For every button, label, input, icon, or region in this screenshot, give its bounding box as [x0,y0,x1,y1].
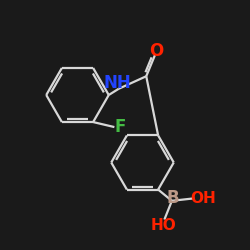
Text: O: O [149,42,163,60]
Text: F: F [114,118,126,136]
Text: B: B [167,189,179,207]
Text: HO: HO [150,218,176,232]
Text: NH: NH [104,74,132,92]
Text: OH: OH [190,191,216,206]
